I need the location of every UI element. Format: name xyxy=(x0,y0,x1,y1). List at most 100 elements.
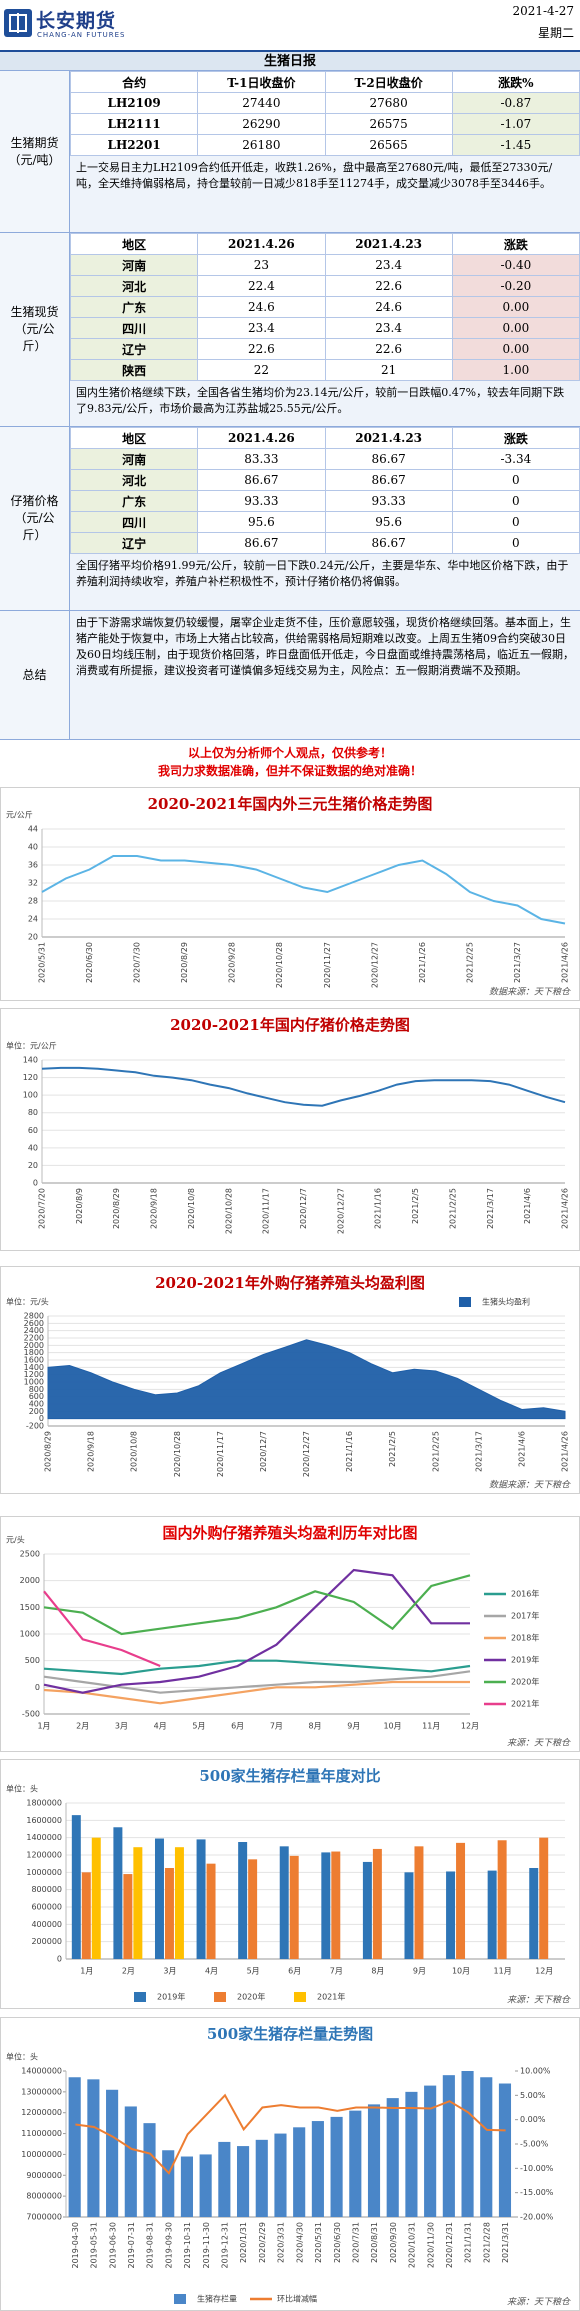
line xyxy=(43,1680,470,1705)
table-cell: -0.20 xyxy=(451,275,580,297)
x-tick-label: 2020/10/28 xyxy=(173,1431,182,1477)
x-tick-label: 4月 xyxy=(154,1722,167,1731)
y-tick-label: 200000 xyxy=(31,1937,62,1946)
bar xyxy=(106,2089,119,2217)
table-row: 辽宁 86.67 86.67 0 xyxy=(69,532,580,554)
column-header: T-1日收盘价 xyxy=(197,71,326,93)
table-cell: 22.4 xyxy=(197,275,326,297)
chart-title: 2020-2021年国内仔猪价格走势图 xyxy=(170,1016,410,1034)
table-row: 河北 22.4 22.6 -0.20 xyxy=(69,275,580,297)
y-tick-label: 11000000 xyxy=(21,2129,62,2138)
bar xyxy=(405,2091,418,2217)
y-tick-label: 600000 xyxy=(31,1903,62,1912)
table-cell: 86.67 xyxy=(324,469,453,491)
table-cell: 27680 xyxy=(324,92,453,114)
bar xyxy=(279,1846,289,1959)
table-row: 河南 23 23.4 -0.40 xyxy=(69,254,580,276)
section: 生猪现货（元/公斤） 地区 2021.4.26 2021.4.23 涨跌 河南 23 23.4… xyxy=(0,233,580,427)
bar xyxy=(362,1861,372,1959)
table-cell: 辽宁 xyxy=(69,338,199,360)
x-tick-label: 10月 xyxy=(383,1722,401,1731)
bar xyxy=(248,1859,258,1959)
x-tick-label: 2020/6/30 xyxy=(333,2222,342,2263)
table-cell: 0 xyxy=(451,469,580,491)
table-cell: 陕西 xyxy=(69,359,199,381)
x-tick-label: 11月 xyxy=(494,1967,512,1976)
y-tick-label: 40 xyxy=(28,843,38,852)
bar xyxy=(71,1815,81,1959)
table-cell: 26575 xyxy=(324,113,453,135)
table-cell: 83.33 xyxy=(197,448,326,470)
y-tick-label: 0 xyxy=(39,1414,44,1423)
y-tick-label: 1500 xyxy=(20,1603,40,1612)
y-tick-label: 100 xyxy=(23,1091,38,1100)
bar xyxy=(81,1872,91,1959)
bar xyxy=(180,2156,193,2217)
y-tick-label: 2600 xyxy=(24,1319,44,1328)
x-tick-label: 3月 xyxy=(115,1722,128,1731)
x-tick-label: 2021/2/5 xyxy=(388,1431,397,1467)
x-tick-label: 2020/10/28 xyxy=(224,1188,233,1234)
source-note: 数据来源：天下粮仓 xyxy=(489,987,571,998)
legend-swatch xyxy=(459,1297,471,1307)
table-cell: -1.45 xyxy=(451,134,580,156)
table-cell: 86.67 xyxy=(324,448,453,470)
table-cell: 27440 xyxy=(197,92,326,114)
x-tick-label: 2021/3/17 xyxy=(474,1431,483,1472)
y-tick-label: 1200 xyxy=(24,1370,44,1379)
table-cell: 河北 xyxy=(69,469,199,491)
y-axis-label: 单位：元/公斤 xyxy=(6,1041,57,1051)
legend-swatch xyxy=(214,1992,226,2002)
table-cell: 86.67 xyxy=(197,469,326,491)
bar xyxy=(289,1855,299,1959)
bar xyxy=(124,2106,137,2217)
area xyxy=(47,1339,566,1420)
legend-label: 2021年 xyxy=(317,1992,345,2002)
legend-label: 2019年 xyxy=(157,1992,185,2002)
bar xyxy=(424,2085,437,2217)
column-header: 合约 xyxy=(69,71,199,93)
x-tick-label: 2021/4/26 xyxy=(561,1431,570,1472)
section-label: 仔猪价格（元/公斤） xyxy=(0,427,70,610)
table-cell: 河南 xyxy=(69,254,199,276)
y-tick-label: 2800 xyxy=(24,1312,44,1321)
header-row: 地区 2021.4.26 2021.4.23 涨跌 xyxy=(69,427,580,449)
y-axis-label: 单位：头 xyxy=(6,2052,38,2062)
section: 仔猪价格（元/公斤） 地区 2021.4.26 2021.4.23 涨跌 河南 83.33 8… xyxy=(0,427,580,611)
x-tick-label: 2020/8/29 xyxy=(44,1431,53,1472)
line xyxy=(43,1659,471,1676)
y-tick-label: 13000000 xyxy=(21,2087,62,2096)
date: 2021-4-27 xyxy=(512,4,574,18)
x-tick-label: 2020/10/31 xyxy=(408,2222,417,2268)
y-tick-label: 1400 xyxy=(24,1363,44,1372)
x-tick-label: 2021/1/16 xyxy=(374,1188,383,1229)
x-tick-label: 2021/4/6 xyxy=(517,1431,526,1467)
y2-tick-label: -10.00% xyxy=(520,2164,554,2173)
table-row: 广东 24.6 24.6 0.00 xyxy=(69,296,580,318)
table-cell: 24.6 xyxy=(197,296,326,318)
bar xyxy=(143,2123,156,2217)
x-tick-label: 2020/9/28 xyxy=(228,942,237,983)
chart-title: 国内外购仔猪养殖头均盈利历年对比图 xyxy=(162,1524,417,1542)
bar xyxy=(255,2139,268,2217)
column-header: 涨跌% xyxy=(451,71,580,93)
table-cell: 26180 xyxy=(197,134,326,156)
column-header: 2021.4.23 xyxy=(324,233,453,255)
column-header: 涨跌 xyxy=(451,233,580,255)
table-cell: -3.34 xyxy=(451,448,580,470)
bar xyxy=(461,2071,474,2217)
table-cell: 23.4 xyxy=(324,254,453,276)
legend-swatch xyxy=(294,1992,306,2002)
bar xyxy=(162,2150,175,2217)
weekday: 星期二 xyxy=(537,26,574,40)
source-note: 来源：天下粮仓 xyxy=(507,1995,571,2006)
section-text: 由于下游需求端恢复仍较缓慢，屠宰企业走货不佳，压价意愿较强，现货价格继续回落。基… xyxy=(70,611,580,739)
x-tick-label: 2020/9/18 xyxy=(87,1431,96,1472)
y2-tick-label: -15.00% xyxy=(520,2188,554,2197)
table-cell: 86.67 xyxy=(197,532,326,554)
x-tick-label: 2021/4/26 xyxy=(561,942,570,983)
section-body: 由于下游需求端恢复仍较缓慢，屠宰企业走货不佳，压价意愿较强，现货价格继续回落。基… xyxy=(70,611,580,739)
